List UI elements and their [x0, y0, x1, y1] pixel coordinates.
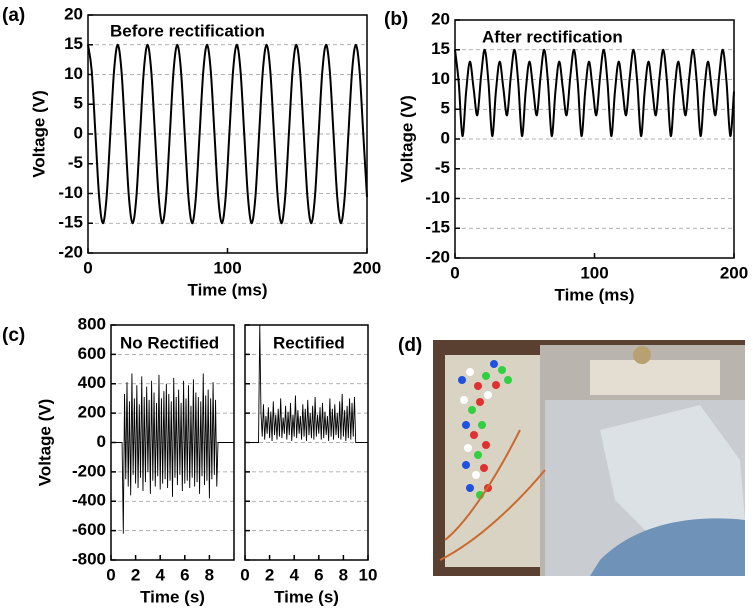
- y-tick-label: 0: [441, 128, 450, 147]
- x-tick-label: 100: [580, 263, 608, 282]
- y-tick-label: -10: [58, 183, 83, 202]
- x-tick-label: 0: [83, 258, 92, 277]
- chart-title: After rectification: [482, 27, 623, 46]
- plot-frame: [110, 324, 235, 561]
- screw: [633, 346, 651, 364]
- panel-label: (c): [2, 325, 25, 346]
- y-tick-label: -20: [58, 242, 83, 261]
- x-tick-label: 100: [213, 258, 241, 277]
- x-tick-label: 8: [205, 565, 214, 584]
- x-axis-label: Time (s): [140, 587, 205, 606]
- y-tick-label: -10: [425, 188, 450, 207]
- breadboard: [445, 355, 540, 567]
- plot-frame: [87, 14, 368, 254]
- x-tick-label: 0: [106, 565, 115, 584]
- y-tick-label: 5: [74, 94, 83, 113]
- y-tick-label: 15: [431, 39, 450, 58]
- wires: [439, 429, 546, 561]
- x-tick-label: 4: [155, 565, 165, 584]
- y-tick-label: 0: [74, 123, 83, 142]
- x-tick-label: 2: [131, 565, 140, 584]
- x-axis-label: Time (ms): [188, 280, 268, 299]
- y-tick-label: -400: [72, 491, 106, 510]
- y-tick-label: -5: [435, 158, 450, 177]
- y-tick-label: 10: [64, 64, 83, 83]
- plot-frame: [454, 19, 735, 259]
- y-tick-label: -15: [425, 218, 450, 237]
- y-tick-label: 0: [97, 432, 106, 451]
- y-tick-label: 10: [431, 69, 450, 88]
- x-tick-label: 4: [289, 565, 299, 584]
- film: [600, 405, 745, 545]
- y-tick-label: 400: [78, 373, 106, 392]
- y-axis-label: Voltage (V): [397, 95, 416, 183]
- chart-title: Before rectification: [110, 21, 265, 40]
- y-tick-label: -200: [72, 461, 106, 480]
- chart-title: No Rectified: [120, 333, 219, 352]
- x-tick-label: 0: [240, 565, 249, 584]
- x-tick-label: 6: [314, 565, 323, 584]
- y-tick-label: 15: [64, 34, 83, 53]
- plot-frame: [244, 324, 369, 561]
- y-tick-label: 5: [441, 99, 450, 118]
- x-tick-label: 200: [720, 263, 748, 282]
- y-tick-label: 20: [64, 4, 83, 23]
- panel-label: (d): [398, 335, 422, 356]
- data-line: [454, 48, 735, 138]
- y-tick-label: -15: [58, 213, 83, 232]
- data-line: [244, 324, 368, 443]
- y-tick-label: -800: [72, 549, 106, 568]
- y-tick-label: -20: [425, 247, 450, 266]
- x-tick-label: 0: [450, 263, 459, 282]
- y-tick-label: 20: [431, 9, 450, 28]
- y-axis-label: Voltage (V): [29, 90, 48, 178]
- x-tick-label: 10: [359, 565, 378, 584]
- panel-label: (a): [2, 5, 25, 26]
- x-tick-label: 6: [180, 565, 189, 584]
- x-axis-label: Time (ms): [555, 285, 635, 304]
- chart-title: Rectified: [273, 333, 345, 352]
- y-tick-label: -5: [68, 153, 83, 172]
- y-tick-label: 200: [78, 403, 106, 422]
- glove: [590, 518, 745, 576]
- x-tick-label: 200: [353, 258, 381, 277]
- panel-label: (b): [384, 9, 408, 30]
- y-tick-label: 600: [78, 344, 106, 363]
- data-line: [87, 43, 368, 225]
- photo: [433, 340, 745, 576]
- y-tick-label: -600: [72, 520, 106, 539]
- x-axis-label: Time (s): [274, 587, 339, 606]
- y-axis-label: Voltage (V): [35, 399, 54, 487]
- clamp: [590, 360, 720, 395]
- y-tick-label: 800: [78, 314, 106, 333]
- data-line: [110, 373, 234, 534]
- leds: [458, 360, 512, 499]
- x-tick-label: 8: [339, 565, 348, 584]
- x-tick-label: 2: [265, 565, 274, 584]
